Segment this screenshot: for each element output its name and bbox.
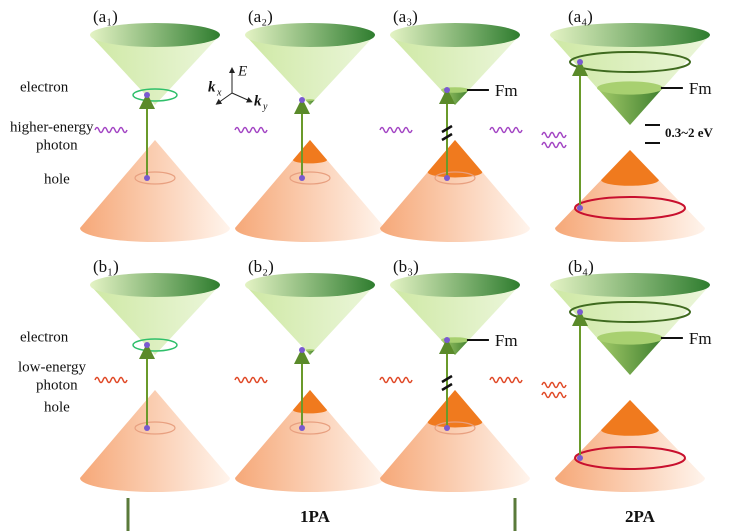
hole-dot xyxy=(444,425,450,431)
electron-dot xyxy=(299,97,305,103)
panel-label: (a₄) xyxy=(568,7,593,26)
photon-wave xyxy=(542,143,566,148)
electron-cap-top xyxy=(305,99,314,101)
photon-wave xyxy=(235,378,267,383)
electron-dot xyxy=(444,337,450,343)
axis-arrow xyxy=(232,93,250,101)
gap-label: 0.3~2 eV xyxy=(665,125,714,140)
hole-dot xyxy=(577,205,583,211)
hole-dot xyxy=(144,175,150,181)
cone-top xyxy=(390,273,520,297)
photon-wave xyxy=(95,378,127,383)
panel-label: (a₂) xyxy=(248,7,273,26)
panel-label: (a₃) xyxy=(393,7,418,26)
axis-label: y xyxy=(262,101,268,112)
hole-cap xyxy=(601,400,659,436)
row-label: electron xyxy=(20,79,69,95)
photon-wave xyxy=(95,128,127,133)
photon-wave xyxy=(235,128,267,133)
photon-wave xyxy=(542,393,566,398)
hole-cap xyxy=(293,140,327,163)
photon-wave xyxy=(490,378,522,383)
row-label: photon xyxy=(36,137,78,153)
hole-cap xyxy=(601,150,659,186)
axis-label: k xyxy=(254,93,262,109)
photon-wave xyxy=(490,128,522,133)
row-label: higher-energy xyxy=(10,119,94,135)
cone-top xyxy=(550,273,710,297)
hole-dot xyxy=(144,425,150,431)
band-diagrams: (a₁) (a₂) (a₃) Fm (a₄) Fm 0.3~2 eV (b₁) (b₂) (b₃)… xyxy=(80,7,714,492)
fermi-label: Fm xyxy=(689,79,712,98)
axis-label: k xyxy=(208,79,216,95)
electron-dot xyxy=(299,347,305,353)
panel-label: (b₂) xyxy=(248,257,274,276)
hole-dot xyxy=(444,175,450,181)
cone-top xyxy=(550,23,710,47)
electron-dot xyxy=(577,59,583,65)
valence-cone xyxy=(80,390,230,492)
cone-top xyxy=(90,23,220,47)
fermi-label: Fm xyxy=(689,329,712,348)
row-labels: electron higher-energy photon hole elect… xyxy=(10,79,94,415)
cone-top xyxy=(90,273,220,297)
hole-dot xyxy=(299,175,305,181)
panel-label: (a₁) xyxy=(93,7,118,26)
cone-top xyxy=(245,273,375,297)
fermi-label: Fm xyxy=(495,81,518,100)
panel-label: (b₃) xyxy=(393,257,419,276)
footer-label: 1PA xyxy=(300,507,331,526)
row-label: photon xyxy=(36,377,78,393)
photon-wave xyxy=(380,378,412,383)
axis-legend: E k x k y xyxy=(208,63,268,112)
footer: 1PA 2PA xyxy=(128,498,656,531)
electron-cap-top xyxy=(597,81,663,94)
axis-label: x xyxy=(216,87,222,98)
electron-dot xyxy=(144,342,150,348)
electron-dot xyxy=(444,87,450,93)
photon-wave xyxy=(542,383,566,388)
electron-dot xyxy=(144,92,150,98)
electron-cap-top xyxy=(305,349,314,351)
hole-dot xyxy=(577,455,583,461)
valence-cone xyxy=(80,140,230,242)
photon-wave xyxy=(542,133,566,138)
row-label: low-energy xyxy=(18,359,87,375)
panel-label: (b₄) xyxy=(568,257,594,276)
footer-label: 2PA xyxy=(625,507,656,526)
axis-label: E xyxy=(237,63,247,79)
photon-wave xyxy=(380,128,412,133)
panel-label: (b₁) xyxy=(93,257,119,276)
cone-top xyxy=(390,23,520,47)
row-label: hole xyxy=(44,399,70,415)
figure: (a₁) (a₂) (a₃) Fm (a₄) Fm 0.3~2 eV (b₁) (b₂) (b₃)… xyxy=(0,0,730,531)
fermi-label: Fm xyxy=(495,331,518,350)
cone-top xyxy=(245,23,375,47)
row-label: hole xyxy=(44,171,70,187)
row-label: electron xyxy=(20,329,69,345)
hole-dot xyxy=(299,425,305,431)
electron-dot xyxy=(577,309,583,315)
hole-cap xyxy=(293,390,327,413)
electron-cap-top xyxy=(597,331,663,344)
